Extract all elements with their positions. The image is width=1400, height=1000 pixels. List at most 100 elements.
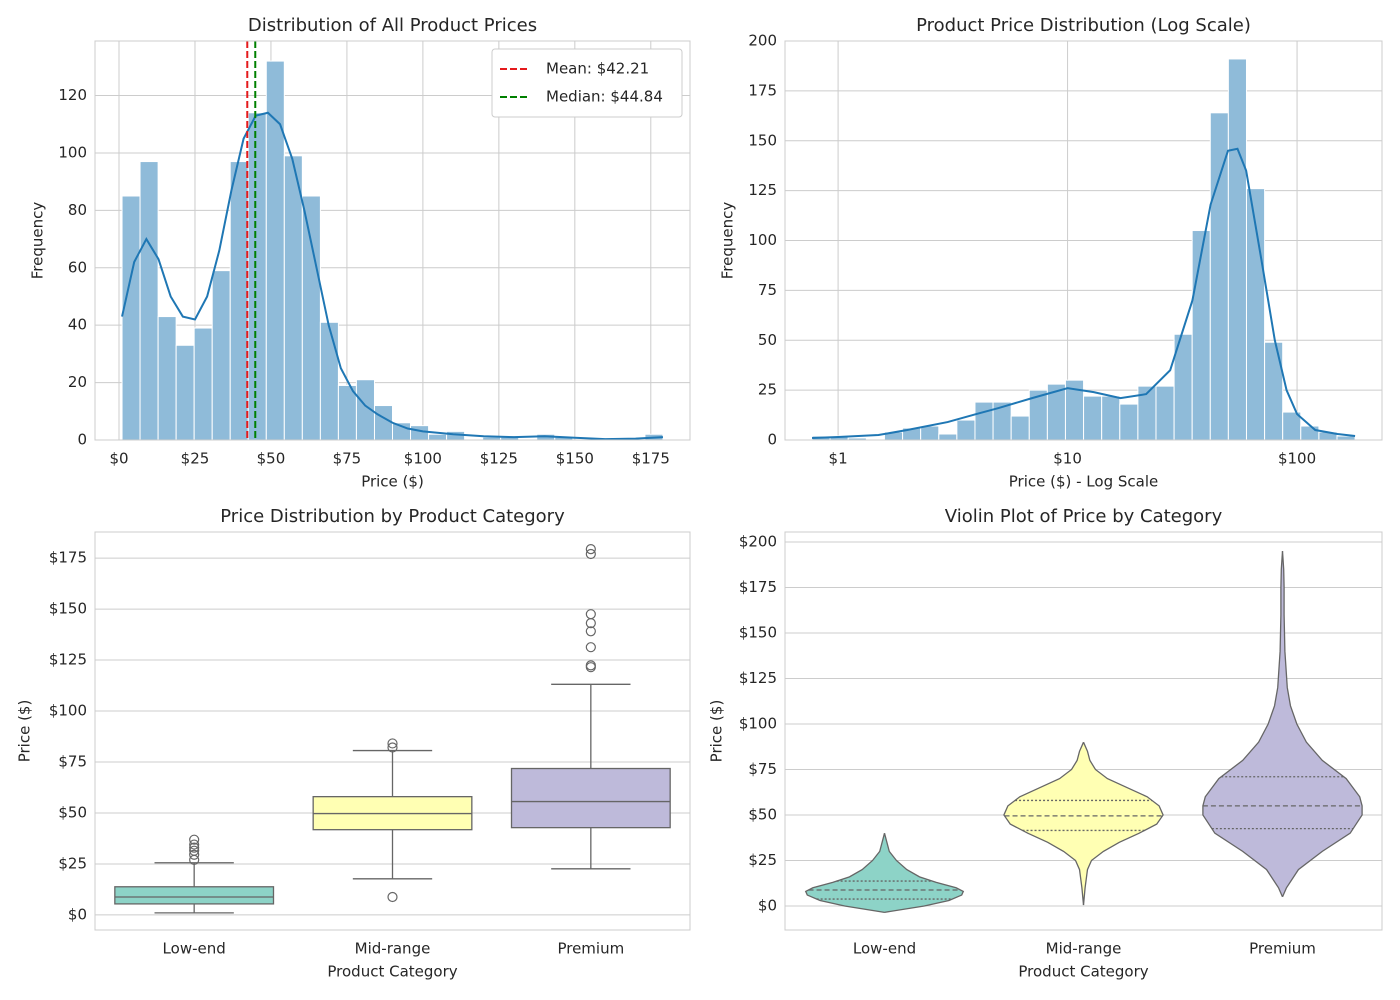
y-axis-label: Price ($): [708, 700, 726, 763]
outlier: [585, 609, 596, 620]
y-tick-label: $175: [49, 549, 87, 567]
x-tick-label: Premium: [557, 940, 624, 958]
histogram-bar: [121, 195, 141, 441]
y-tick-label: $0: [758, 896, 777, 914]
x-tick-label: $150: [556, 450, 594, 468]
y-tick-label: $0: [68, 905, 87, 923]
kde-line: [812, 147, 1356, 440]
histogram-bar: [1300, 425, 1320, 441]
y-tick-label: $50: [748, 805, 777, 823]
histogram-bar: [920, 425, 940, 441]
outlier: [585, 642, 596, 653]
histogram-bar: [301, 195, 321, 441]
histogram-bar: [1191, 230, 1211, 441]
outlier: [387, 742, 398, 753]
box: [114, 886, 275, 905]
y-tick-label: 25: [758, 381, 777, 399]
histogram-bar: [1264, 341, 1284, 441]
violin-outline: [1281, 551, 1363, 898]
histogram-bar: [337, 384, 357, 441]
y-tick-label: 200: [748, 32, 777, 50]
y-tick-label: $25: [748, 851, 777, 869]
x-axis-label: Price ($) - Log Scale: [1009, 473, 1158, 491]
chart-title: Product Price Distribution (Log Scale): [916, 15, 1251, 36]
chart-title: Violin Plot of Price by Category: [945, 506, 1223, 527]
histogram-bar: [373, 405, 394, 441]
violin-body: [1202, 551, 1283, 897]
histogram-bar: [247, 112, 267, 441]
plot-frame: [94, 531, 691, 931]
x-tick-label: Low-end: [163, 940, 226, 958]
histogram-bar: [139, 161, 159, 441]
y-axis-label: Frequency: [719, 202, 737, 280]
y-tick-label: $125: [49, 651, 87, 669]
y-tick-label: 120: [58, 86, 87, 104]
legend-label: Mean: $42.21: [546, 60, 649, 78]
outlier: [189, 839, 200, 850]
x-tick-label: $1: [829, 450, 848, 468]
y-tick-label: 150: [748, 131, 777, 149]
y-tick-label: $75: [748, 760, 777, 778]
violin-outline: [883, 833, 965, 913]
legend: [491, 48, 683, 118]
x-tick-label: $75: [333, 450, 362, 468]
histogram-bar: [1155, 385, 1175, 441]
histogram-bar: [974, 401, 994, 441]
x-tick-label: $100: [404, 450, 442, 468]
histogram-bar: [1010, 415, 1030, 441]
outlier: [189, 834, 200, 845]
x-tick-label: $0: [109, 450, 128, 468]
x-tick-label: $10: [1053, 450, 1082, 468]
histogram-bar: [319, 321, 339, 441]
histogram-bar: [938, 433, 958, 441]
y-tick-label: 100: [748, 231, 777, 249]
y-tick-label: 75: [758, 281, 777, 299]
chart-title: Distribution of All Product Prices: [248, 15, 537, 36]
chart-title: Price Distribution by Product Category: [220, 506, 565, 527]
outlier: [387, 891, 398, 903]
violin-body: [1282, 551, 1363, 897]
x-tick-label: Premium: [1249, 940, 1316, 958]
y-tick-label: 100: [58, 143, 87, 161]
violin-outline: [1082, 741, 1164, 906]
y-tick-label: $25: [58, 854, 87, 872]
y-tick-label: $150: [739, 624, 777, 642]
outlier: [189, 842, 200, 853]
histogram-bar: [1083, 395, 1103, 441]
y-axis-label: Price ($): [16, 700, 34, 763]
y-tick-label: 0: [77, 431, 87, 449]
kde-line: [121, 111, 664, 441]
x-tick-label: Low-end: [853, 940, 916, 958]
y-tick-label: $125: [739, 669, 777, 687]
histogram-bar: [175, 344, 195, 441]
plot-frame: [784, 531, 1383, 931]
outlier: [585, 660, 596, 671]
outlier: [189, 849, 200, 860]
x-tick-label: $100: [1278, 450, 1316, 468]
histogram-bar: [956, 419, 976, 441]
x-tick-label: $125: [480, 450, 518, 468]
outlier: [189, 845, 200, 856]
histogram-bar: [265, 60, 285, 441]
y-tick-label: 80: [68, 201, 87, 219]
y-tick-label: 40: [68, 316, 87, 334]
outlier: [585, 626, 596, 637]
violin-outline: [1202, 551, 1284, 898]
x-axis-label: Product Category: [1018, 963, 1148, 981]
legend-label: Median: $44.84: [546, 88, 663, 106]
y-tick-label: 60: [68, 258, 87, 276]
y-tick-label: 0: [767, 431, 777, 449]
histogram-bar: [1101, 395, 1121, 441]
violin-body: [805, 833, 885, 913]
y-tick-label: 20: [68, 373, 87, 391]
violin-body: [1003, 742, 1084, 906]
x-tick-label: Mid-range: [355, 940, 431, 958]
x-tick-label: $175: [632, 450, 670, 468]
histogram-bar: [157, 316, 177, 441]
y-tick-label: $175: [739, 578, 777, 596]
histogram-bar: [1209, 112, 1229, 441]
violin-outline: [804, 833, 886, 913]
x-tick-label: $25: [181, 450, 210, 468]
y-axis-label: Frequency: [29, 202, 47, 280]
y-tick-label: 175: [748, 81, 777, 99]
